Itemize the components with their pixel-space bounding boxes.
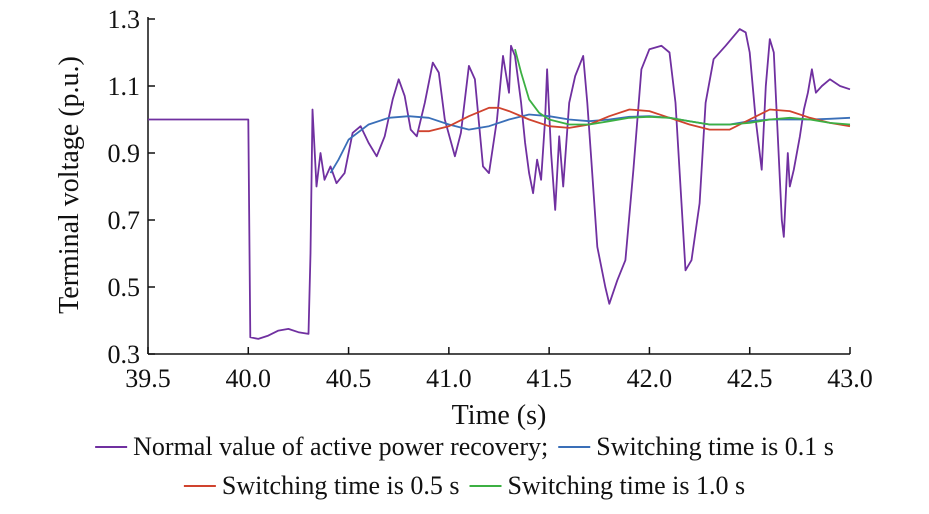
legend: Normal value of active power recovery; Sw… [95,432,834,500]
x-tick-label: 40.5 [326,364,372,393]
legend-label-1: Normal value of active power recovery; [133,432,548,461]
y-tick-label: 0.3 [108,340,141,369]
x-tick-label: 42.0 [627,364,673,393]
y-tick-label: 0.7 [108,206,141,235]
x-tick-label: 40.0 [226,364,272,393]
legend-label-3: Switching time is 0.5 s [222,471,460,500]
legend-label-4: Switching time is 1.0 s [508,471,746,500]
y-tick-label: 0.9 [108,139,141,168]
y-tick-label: 1.1 [108,72,141,101]
y-tick-label: 0.5 [108,273,141,302]
series-lines [148,28,851,340]
x-tick-label: 39.5 [125,364,171,393]
series-line-1 [148,28,851,340]
legend-label-2: Switching time is 0.1 s [596,432,834,461]
x-ticks: 39.5 40.0 40.5 41.0 41.5 42.0 42.5 43.0 [125,347,873,393]
y-ticks: 0.3 0.5 0.7 0.9 1.1 1.3 [108,5,155,369]
series-line-4 [514,48,851,126]
x-tick-label: 41.5 [526,364,572,393]
series-line-3 [418,106,851,133]
x-tick-label: 41.0 [426,364,472,393]
y-tick-label: 1.3 [108,5,141,34]
x-tick-label: 42.5 [727,364,773,393]
y-axis-title: Terminal voltage (p.u.) [54,56,85,314]
x-tick-label: 43.0 [827,364,873,393]
x-axis-title: Time (s) [452,400,547,431]
